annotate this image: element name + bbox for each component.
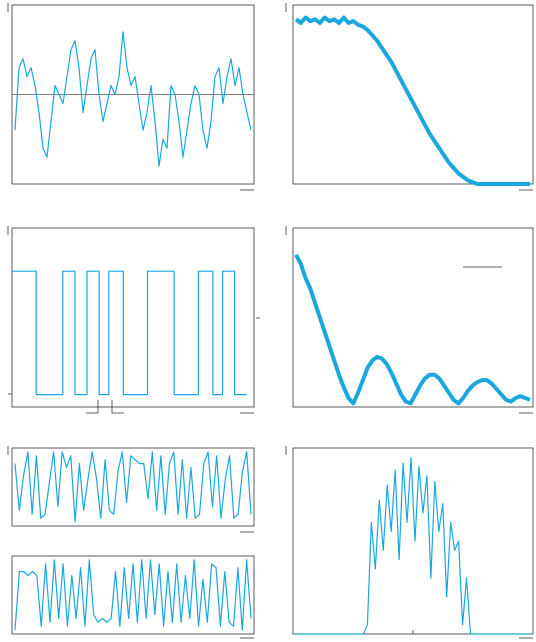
signal-line (12, 270, 247, 396)
bracket (111, 400, 124, 414)
plot-frame (11, 555, 255, 635)
plot-frame (292, 4, 534, 185)
signal-line (14, 559, 252, 631)
signal-line (294, 253, 531, 406)
plot-frame (11, 227, 255, 408)
plot-frame (11, 447, 255, 527)
plot-frame (292, 447, 534, 635)
decorations (7, 3, 533, 639)
bracket (86, 400, 99, 414)
signal-line (14, 31, 252, 167)
plot-frame (292, 227, 534, 408)
signal-line (294, 15, 530, 186)
signal-line (296, 456, 530, 635)
signal-line (14, 451, 252, 523)
